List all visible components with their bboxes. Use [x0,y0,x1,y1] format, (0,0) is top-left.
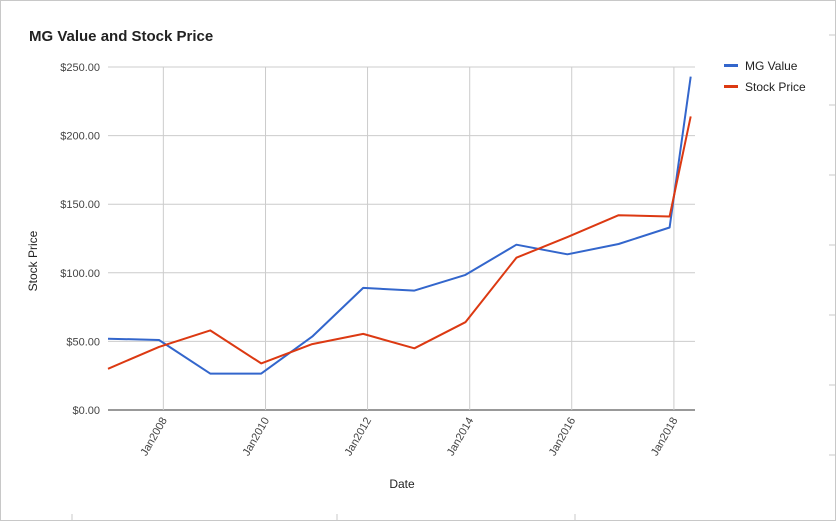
y-tick-label: $50.00 [66,336,100,348]
x-tick-label: Jan2012 [343,416,375,459]
legend-label: Stock Price [745,80,806,94]
series-line-stock-price [107,116,692,370]
x-tick-label: Jan2010 [241,416,273,459]
legend-swatch [724,85,738,88]
x-tick-label: Jan2018 [649,416,681,459]
y-axis-title: Stock Price [26,230,40,291]
x-tick-label: Jan2014 [445,416,477,459]
x-axis-ticks: Jan2008 Jan2010 Jan2012 Jan2014 Jan2016 Jan20… [138,416,680,459]
y-tick-label: $250.00 [60,62,100,74]
series-line-mg-value [107,76,692,375]
series-lines [107,76,692,375]
y-tick-label: $0.00 [72,405,100,417]
frame-edge-ticks [71,34,835,520]
legend-label: MG Value [745,59,798,73]
x-tick-label: Jan2016 [547,416,579,459]
legend-swatch [724,64,738,67]
legend: MG Value Stock Price [724,59,806,94]
y-tick-label: $200.00 [60,131,100,143]
y-tick-label: $150.00 [60,199,100,211]
y-tick-label: $100.00 [60,268,100,280]
gridlines [108,66,695,411]
y-axis-ticks: $0.00 $50.00 $100.00 $150.00 $200.00 $250.00 [60,62,100,417]
x-axis-title: Date [389,477,415,491]
x-tick-label: Jan2008 [138,416,170,459]
chart-title: MG Value and Stock Price [29,28,214,45]
